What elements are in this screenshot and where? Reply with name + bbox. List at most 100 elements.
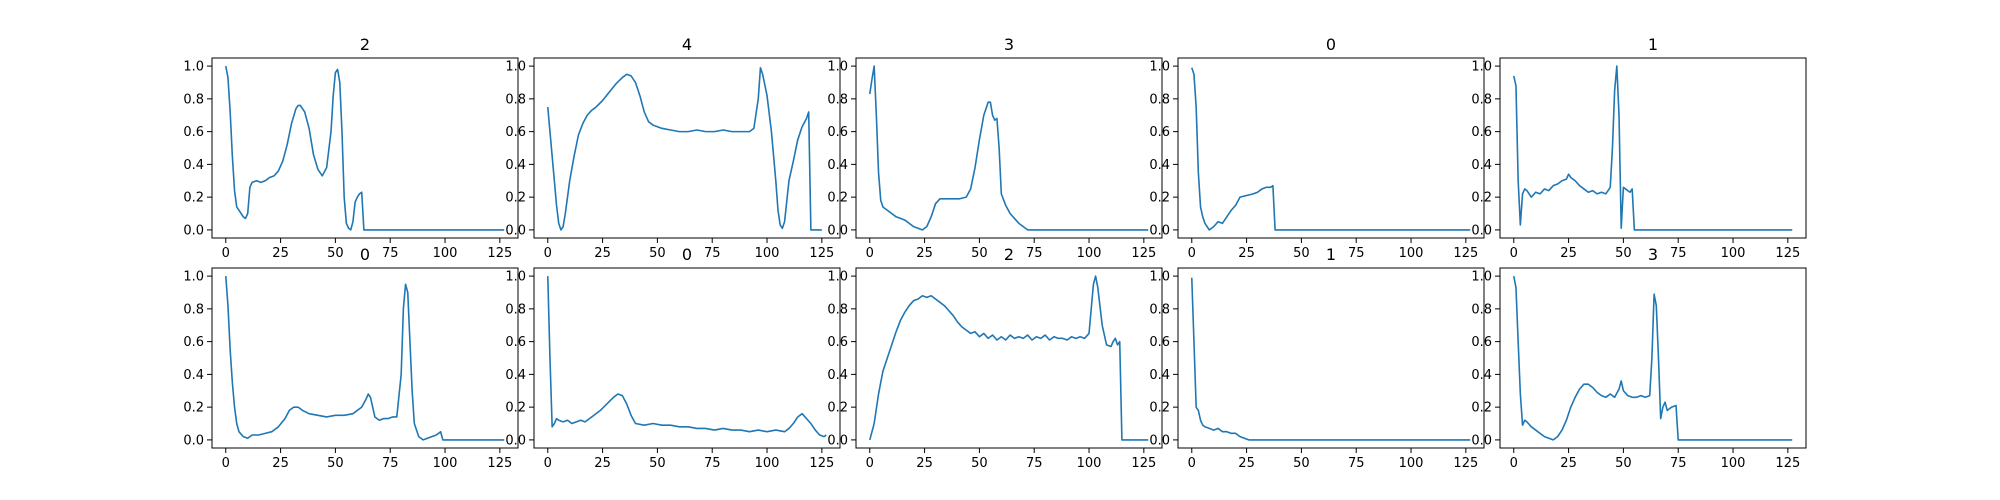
y-tick-label: 0.2 — [183, 191, 204, 206]
y-tick-label: 1.0 — [1471, 270, 1492, 285]
y-tick-label: 0.6 — [505, 335, 526, 350]
x-tick-label: 75 — [1348, 456, 1365, 471]
series-line — [1512, 65, 1793, 231]
x-tick-label: 75 — [382, 246, 399, 261]
x-tick-label: 0 — [866, 246, 874, 261]
panel-3: 3 0 25 50 75 100 125 0.0 0.2 0.4 0.6 0.8 1.0 — [827, 35, 1163, 261]
x-tick-label: 0 — [1510, 246, 1518, 261]
x-tick-label: 125 — [1453, 246, 1478, 261]
x-tick-label: 125 — [487, 456, 512, 471]
y-tick-label: 0.4 — [1471, 158, 1492, 173]
panel-title: 4 — [682, 35, 692, 54]
series-line — [546, 66, 822, 231]
x-tick-label: 75 — [382, 456, 399, 471]
panel-title: 0 — [682, 245, 692, 264]
x-tick-label: 125 — [1775, 246, 1800, 261]
x-tick-label: 125 — [487, 246, 512, 261]
y-tick-label: 0.4 — [827, 368, 848, 383]
x-tick-label: 25 — [916, 246, 933, 261]
y-tick-label: 0.0 — [1471, 433, 1492, 448]
x-tick-label: 125 — [809, 456, 834, 471]
axes-frame — [533, 57, 841, 239]
y-tick-label: 0.6 — [827, 125, 848, 140]
axes-frame — [211, 57, 519, 239]
y-tick-label: 0.4 — [827, 158, 848, 173]
x-tick-label: 75 — [1670, 456, 1687, 471]
x-tick-label: 25 — [594, 246, 611, 261]
y-tick-label: 0.0 — [505, 433, 526, 448]
y-tick-label: 0.4 — [183, 368, 204, 383]
panel-10: 3 0 25 50 75 100 125 0.0 0.2 0.4 0.6 0.8 1.0 — [1471, 245, 1807, 471]
y-tick-label: 1.0 — [1149, 60, 1170, 75]
y-tick-label: 0.0 — [183, 433, 204, 448]
y-tick-label: 0.0 — [827, 223, 848, 238]
x-tick-label: 100 — [1721, 456, 1746, 471]
y-tick-label: 0.8 — [827, 302, 848, 317]
x-tick-label: 50 — [327, 246, 344, 261]
y-tick-label: 1.0 — [1471, 60, 1492, 75]
y-tick-label: 0.8 — [1471, 302, 1492, 317]
y-tick-label: 1.0 — [505, 270, 526, 285]
panel-8: 2 0 25 50 75 100 125 0.0 0.2 0.4 0.6 0.8 1.0 — [827, 245, 1163, 471]
panel-title: 3 — [1648, 245, 1658, 264]
y-tick-label: 0.2 — [1471, 191, 1492, 206]
x-tick-label: 0 — [222, 246, 230, 261]
x-tick-label: 0 — [222, 456, 230, 471]
y-tick-label: 0.8 — [505, 302, 526, 317]
panel-title: 2 — [360, 35, 370, 54]
y-tick-label: 0.0 — [1149, 223, 1170, 238]
y-tick-label: 0.4 — [183, 158, 204, 173]
x-tick-label: 75 — [704, 456, 721, 471]
x-tick-label: 50 — [1615, 246, 1632, 261]
y-tick-label: 0.2 — [827, 401, 848, 416]
x-tick-label: 0 — [1188, 456, 1196, 471]
y-tick-label: 0.2 — [827, 191, 848, 206]
y-tick-label: 0.2 — [183, 401, 204, 416]
y-tick-label: 0.8 — [505, 92, 526, 107]
panel-title: 2 — [1004, 245, 1014, 264]
x-tick-label: 25 — [272, 246, 289, 261]
x-tick-label: 75 — [1670, 246, 1687, 261]
y-tick-label: 0.0 — [183, 223, 204, 238]
panel-4: 0 0 25 50 75 100 125 0.0 0.2 0.4 0.6 0.8 1.0 — [1149, 35, 1485, 261]
series-line — [1191, 67, 1471, 231]
series-line — [1190, 277, 1471, 441]
x-tick-label: 100 — [1077, 246, 1102, 261]
axes-frame — [855, 57, 1163, 239]
x-tick-label: 100 — [433, 246, 458, 261]
y-tick-label: 0.2 — [1149, 401, 1170, 416]
x-tick-label: 0 — [544, 456, 552, 471]
panel-title: 1 — [1326, 245, 1336, 264]
y-tick-label: 0.2 — [505, 401, 526, 416]
x-tick-label: 0 — [1510, 456, 1518, 471]
x-tick-label: 25 — [1560, 456, 1577, 471]
x-tick-label: 50 — [649, 456, 666, 471]
panel-6: 0 0 25 50 75 100 125 0.0 0.2 0.4 0.6 0.8 1.0 — [183, 245, 519, 471]
axes-frame — [211, 267, 519, 449]
x-tick-label: 50 — [649, 246, 666, 261]
x-tick-label: 125 — [1131, 456, 1156, 471]
x-tick-label: 100 — [1399, 456, 1424, 471]
panel-2: 4 0 25 50 75 100 125 0.0 0.2 0.4 0.6 0.8 1.0 — [505, 35, 841, 261]
y-tick-label: 0.4 — [1471, 368, 1492, 383]
y-tick-label: 0.2 — [1471, 401, 1492, 416]
x-tick-label: 100 — [755, 456, 780, 471]
y-tick-label: 0.8 — [183, 92, 204, 107]
y-tick-label: 1.0 — [1149, 270, 1170, 285]
x-tick-label: 50 — [1615, 456, 1632, 471]
x-tick-label: 100 — [1077, 456, 1102, 471]
x-tick-label: 100 — [1399, 246, 1424, 261]
y-tick-label: 0.6 — [505, 125, 526, 140]
y-tick-label: 0.8 — [827, 92, 848, 107]
axes-frame — [1499, 57, 1807, 239]
x-tick-label: 125 — [1453, 456, 1478, 471]
x-tick-label: 50 — [971, 246, 988, 261]
x-tick-label: 100 — [433, 456, 458, 471]
x-tick-label: 25 — [1560, 246, 1577, 261]
panel-1: 2 0 25 50 75 100 125 0.0 0.2 0.4 0.6 0.8 1.0 — [183, 35, 519, 261]
panel-title: 0 — [1326, 35, 1336, 54]
x-tick-label: 25 — [1238, 246, 1255, 261]
y-tick-label: 0.6 — [1471, 335, 1492, 350]
x-tick-label: 50 — [971, 456, 988, 471]
